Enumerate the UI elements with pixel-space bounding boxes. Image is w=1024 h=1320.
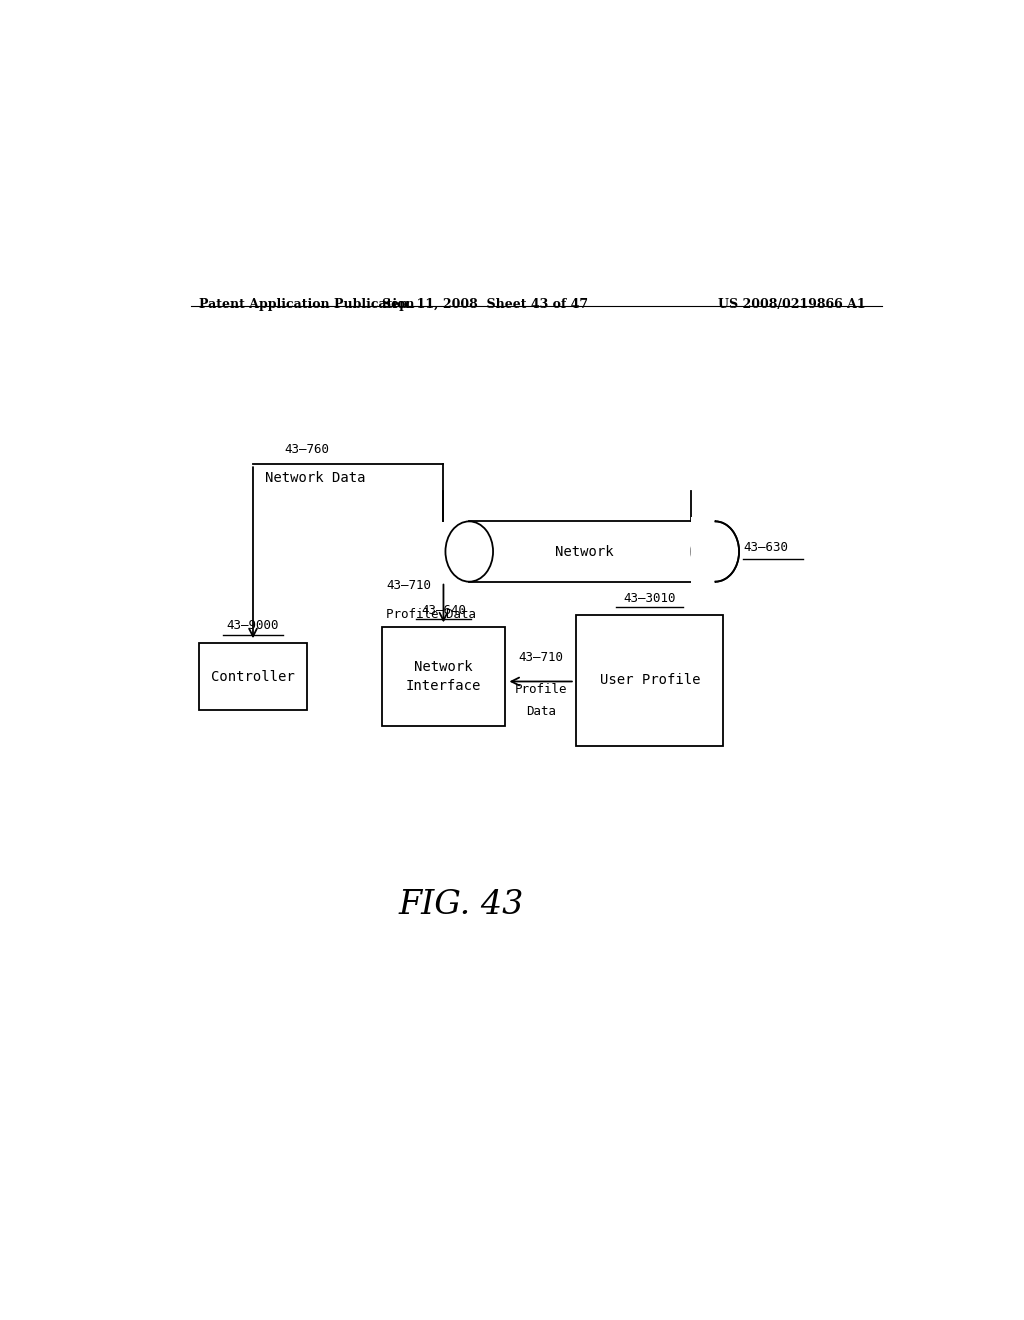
Text: Profile: Profile [514, 682, 567, 696]
Text: User Profile: User Profile [599, 673, 700, 688]
Bar [577, 615, 723, 746]
Text: 43–760: 43–760 [285, 444, 330, 457]
Text: US 2008/0219866 A1: US 2008/0219866 A1 [719, 297, 866, 310]
Text: 43–710: 43–710 [386, 579, 431, 593]
Bar [200, 643, 306, 710]
Text: Profile Data: Profile Data [386, 609, 476, 622]
Text: 43–3010: 43–3010 [624, 591, 676, 605]
Text: Patent Application Publication: Patent Application Publication [200, 297, 415, 310]
Text: 43–710: 43–710 [518, 651, 563, 664]
Text: FIG. 43: FIG. 43 [398, 888, 524, 920]
Text: Network Data: Network Data [265, 471, 366, 484]
Text: Controller: Controller [211, 669, 295, 684]
Text: 43–9000: 43–9000 [226, 619, 280, 632]
Text: Data: Data [525, 705, 556, 718]
Ellipse shape [445, 521, 494, 582]
Text: 43–630: 43–630 [743, 541, 788, 554]
Text: Sep. 11, 2008  Sheet 43 of 47: Sep. 11, 2008 Sheet 43 of 47 [382, 297, 588, 310]
Text: Network: Network [555, 545, 613, 558]
Text: Network
Interface: Network Interface [406, 660, 481, 693]
Bar [691, 517, 715, 586]
Text: 43–640: 43–640 [421, 603, 466, 616]
Ellipse shape [691, 521, 739, 582]
Bar [469, 521, 715, 582]
Bar [382, 627, 505, 726]
